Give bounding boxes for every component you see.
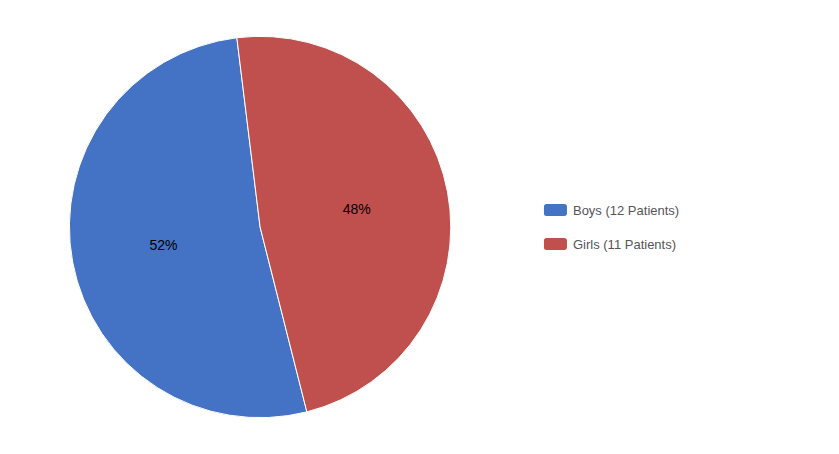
svg-text:48%: 48%	[343, 201, 371, 217]
svg-text:Boys (12 Patients): Boys (12 Patients)	[573, 203, 679, 218]
svg-text:52%: 52%	[149, 237, 177, 253]
svg-text:Girls (11 Patients): Girls (11 Patients)	[573, 237, 676, 252]
